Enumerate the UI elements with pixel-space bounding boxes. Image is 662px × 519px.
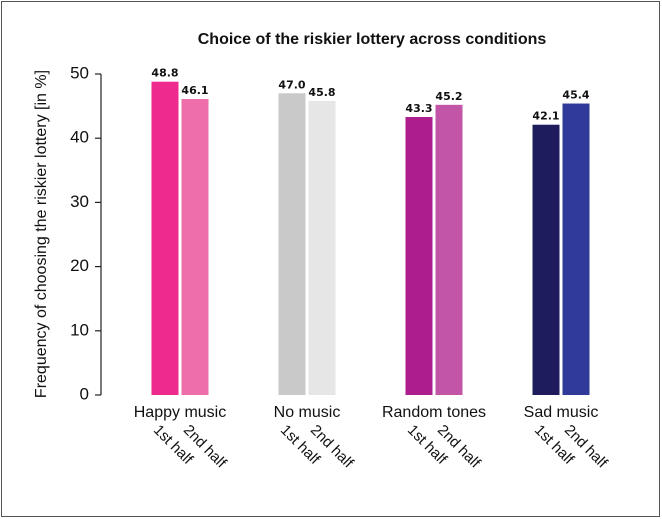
y-tick-label: 40	[70, 128, 89, 147]
y-tick-label: 30	[70, 192, 89, 211]
value-label: 47.0	[278, 78, 305, 91]
bar	[151, 81, 179, 395]
bar	[405, 117, 433, 395]
y-tick-label: 50	[70, 63, 89, 82]
bar	[308, 100, 336, 396]
x-tick-label: Random tones	[382, 404, 486, 421]
bar	[278, 93, 306, 395]
x-tick-label: No music	[274, 404, 341, 421]
value-label: 45.2	[435, 90, 462, 103]
chart-title: Choice of the riskier lottery across con…	[198, 31, 547, 48]
y-tick-label: 10	[70, 320, 89, 339]
x-tick-label: Happy music	[134, 404, 226, 421]
bar	[181, 99, 209, 396]
value-label: 43.3	[405, 102, 432, 115]
value-label: 46.1	[181, 84, 208, 97]
value-label: 48.8	[151, 67, 178, 80]
bar	[435, 104, 463, 395]
bar	[562, 103, 590, 396]
value-label: 45.4	[562, 89, 589, 102]
x-tick-label: Sad music	[524, 404, 599, 421]
y-tick-label: 20	[70, 256, 89, 275]
bar	[532, 124, 560, 395]
y-axis-label: Frequency of choosing the riskier lotter…	[33, 70, 50, 398]
y-tick-label: 0	[80, 384, 89, 403]
value-label: 45.8	[308, 86, 335, 99]
value-label: 42.1	[532, 110, 559, 123]
